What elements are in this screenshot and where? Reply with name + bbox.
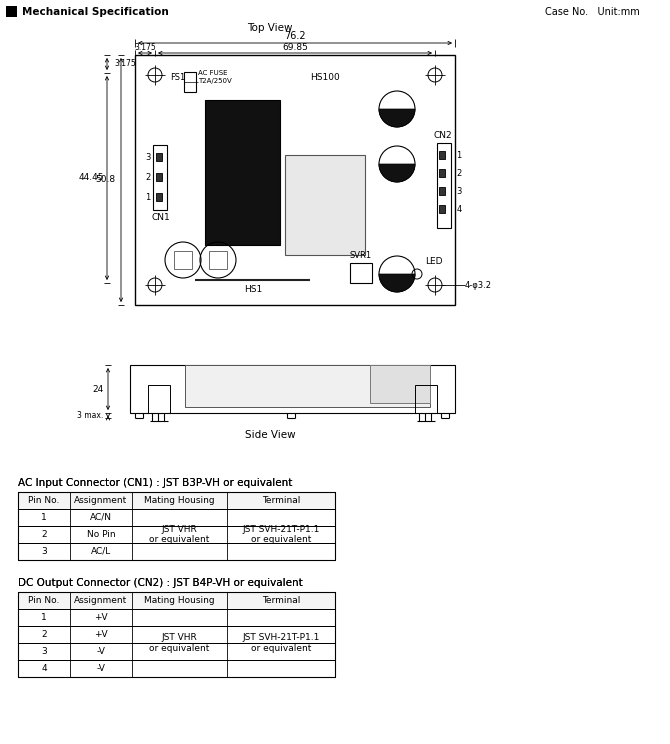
Text: LED: LED xyxy=(425,257,442,266)
Bar xyxy=(18,643,335,660)
Bar xyxy=(205,100,280,245)
Bar xyxy=(437,143,451,228)
Text: 3.175: 3.175 xyxy=(114,60,136,68)
Bar xyxy=(439,169,445,177)
Bar xyxy=(174,251,192,269)
Text: 4: 4 xyxy=(41,664,47,673)
Text: 3 max.: 3 max. xyxy=(77,411,103,420)
Bar xyxy=(185,365,430,407)
Text: HS1: HS1 xyxy=(244,286,262,295)
Text: 3: 3 xyxy=(145,153,151,161)
Bar xyxy=(18,526,335,543)
Text: Case No.   Unit:mm: Case No. Unit:mm xyxy=(545,7,640,17)
Text: AC/N: AC/N xyxy=(90,513,112,522)
Text: Side View: Side View xyxy=(245,430,295,440)
Text: 1: 1 xyxy=(456,150,462,159)
Bar xyxy=(439,187,445,195)
Text: Assignment: Assignment xyxy=(74,596,127,605)
Bar xyxy=(18,492,335,560)
Bar xyxy=(439,205,445,213)
Bar xyxy=(18,492,335,509)
Bar xyxy=(350,263,372,283)
Text: DC Output Connector (CN2) : JST B4P-VH or equivalent: DC Output Connector (CN2) : JST B4P-VH o… xyxy=(18,578,303,588)
Bar xyxy=(130,365,455,413)
Bar xyxy=(209,251,227,269)
Bar xyxy=(439,151,445,159)
Bar xyxy=(184,72,196,92)
Bar xyxy=(6,6,17,17)
Text: 2: 2 xyxy=(456,168,462,178)
Bar xyxy=(18,509,335,526)
Text: FS1: FS1 xyxy=(170,72,185,82)
Text: Pin No.: Pin No. xyxy=(28,596,60,605)
Text: 1: 1 xyxy=(41,513,47,522)
Text: SVR1: SVR1 xyxy=(350,251,372,260)
Bar xyxy=(148,385,170,413)
Bar xyxy=(156,173,162,181)
Wedge shape xyxy=(379,109,415,127)
Text: +V: +V xyxy=(94,613,108,622)
Text: 2: 2 xyxy=(41,630,47,639)
Bar xyxy=(18,609,335,626)
Bar xyxy=(135,55,455,305)
Text: CN1: CN1 xyxy=(151,214,170,222)
Bar xyxy=(415,385,437,413)
Text: T2A/250V: T2A/250V xyxy=(198,78,232,84)
Text: Terminal: Terminal xyxy=(262,496,300,505)
Text: AC/L: AC/L xyxy=(91,547,111,556)
Text: 3.175: 3.175 xyxy=(134,42,156,51)
Text: No Pin: No Pin xyxy=(86,530,115,539)
Bar xyxy=(18,543,335,560)
Text: 4-φ3.2: 4-φ3.2 xyxy=(465,280,492,289)
Text: -V: -V xyxy=(96,664,105,673)
Text: DC Output Connector (CN2) : JST B4P-VH or equivalent: DC Output Connector (CN2) : JST B4P-VH o… xyxy=(18,578,303,588)
Text: Terminal: Terminal xyxy=(262,596,300,605)
Text: -V: -V xyxy=(96,647,105,656)
Text: Mating Housing: Mating Housing xyxy=(144,596,215,605)
Text: 4: 4 xyxy=(456,205,462,214)
Text: 3: 3 xyxy=(41,647,47,656)
Text: Mating Housing: Mating Housing xyxy=(144,496,215,505)
Text: 69.85: 69.85 xyxy=(282,42,308,51)
Text: 44.45: 44.45 xyxy=(78,173,104,182)
Text: 1: 1 xyxy=(145,193,151,202)
Text: JST SVH-21T-P1.1
or equivalent: JST SVH-21T-P1.1 or equivalent xyxy=(243,633,320,652)
Text: 76.2: 76.2 xyxy=(284,31,306,41)
Bar xyxy=(18,592,335,677)
Text: 24: 24 xyxy=(92,385,104,394)
Bar xyxy=(18,592,335,609)
Text: 3: 3 xyxy=(41,547,47,556)
Text: JST VHR
or equivalent: JST VHR or equivalent xyxy=(149,633,210,652)
Text: AC Input Connector (CN1) : JST B3P-VH or equivalent: AC Input Connector (CN1) : JST B3P-VH or… xyxy=(18,478,292,488)
Bar xyxy=(153,145,167,210)
Text: Top View: Top View xyxy=(247,23,293,33)
Bar xyxy=(18,626,335,643)
Text: +V: +V xyxy=(94,630,108,639)
Bar xyxy=(285,155,365,255)
Wedge shape xyxy=(379,274,415,292)
Bar xyxy=(18,660,335,677)
Text: HS100: HS100 xyxy=(310,72,340,82)
Text: CN2: CN2 xyxy=(433,130,452,139)
Text: 50.8: 50.8 xyxy=(95,176,115,185)
Text: JST SVH-21T-P1.1
or equivalent: JST SVH-21T-P1.1 or equivalent xyxy=(243,525,320,544)
Text: 2: 2 xyxy=(145,173,151,182)
Text: 3: 3 xyxy=(456,187,462,196)
Text: AC Input Connector (CN1) : JST B3P-VH or equivalent: AC Input Connector (CN1) : JST B3P-VH or… xyxy=(18,478,292,488)
Text: AC FUSE: AC FUSE xyxy=(198,70,228,76)
Text: JST VHR
or equivalent: JST VHR or equivalent xyxy=(149,525,210,544)
Bar xyxy=(370,365,430,403)
Bar xyxy=(156,193,162,201)
Wedge shape xyxy=(379,164,415,182)
Text: 2: 2 xyxy=(41,530,47,539)
Text: 1: 1 xyxy=(41,613,47,622)
Text: Pin No.: Pin No. xyxy=(28,496,60,505)
Bar xyxy=(156,153,162,161)
Text: Assignment: Assignment xyxy=(74,496,127,505)
Text: Mechanical Specification: Mechanical Specification xyxy=(22,7,169,17)
